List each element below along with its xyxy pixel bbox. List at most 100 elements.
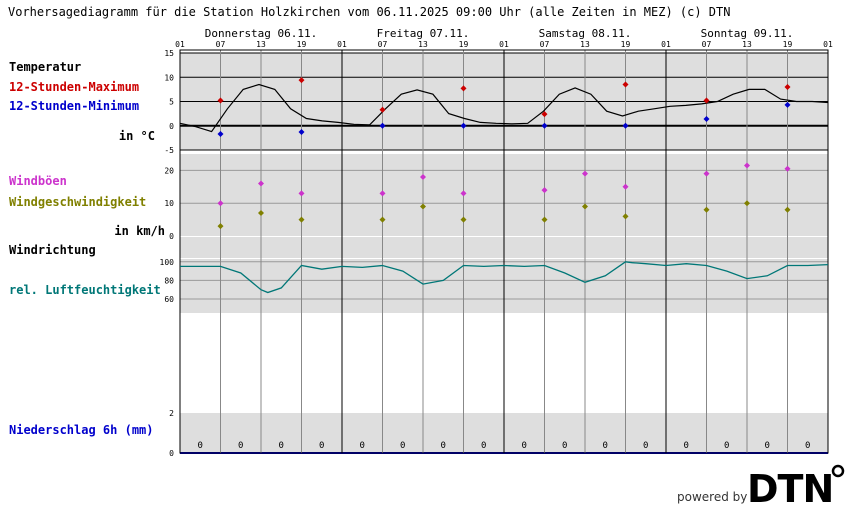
precip-value-label: 0 (562, 441, 567, 451)
min-temp-marker (460, 122, 467, 129)
max-temp-marker (217, 97, 224, 104)
precip-value-label: 0 (603, 441, 608, 451)
precip-tick-label: 2 (169, 409, 174, 418)
precip-value-label: 0 (360, 441, 365, 451)
temp-tick-label: -5 (164, 146, 174, 155)
day-label: Sonntag 09.11. (701, 27, 794, 40)
day-label: Donnerstag 06.11. (205, 27, 318, 40)
min-temp-marker (217, 130, 224, 137)
precip-value-label: 0 (481, 441, 486, 451)
precip-value-label: 0 (522, 441, 527, 451)
hour-tick-label: 01 (175, 40, 185, 49)
hour-tick-label: 07 (216, 40, 226, 49)
hour-tick-label: 13 (742, 40, 752, 49)
hour-tick-label: 01 (337, 40, 347, 49)
label-humidity: rel. Luftfeuchtigkeit (9, 283, 161, 297)
label-max12: 12-Stunden-Maximum (9, 80, 139, 94)
min-temp-marker (298, 129, 305, 136)
hour-tick-label: 19 (621, 40, 631, 49)
precip-value-label: 0 (400, 441, 405, 451)
windspeed-marker (258, 210, 264, 217)
chart-marks: 0 0 0 0 0 0 0 0 0 0 0 0 0 0 0 0 (179, 77, 829, 451)
wind-tick-label: 0 (169, 232, 174, 241)
chart-axes: 01 07 13 19 01 07 13 19 01 07 13 19 01 07 13 19 01 Donner… (160, 27, 833, 458)
min-temp-marker (379, 122, 386, 129)
chart-title: Vorhersagediagramm für die Station Holzk… (8, 5, 730, 19)
windspeed-marker (703, 206, 710, 213)
label-windspeed: Windgeschwindigkeit (9, 195, 146, 209)
max-temp-marker (703, 97, 710, 104)
temp-tick-label: 15 (164, 49, 174, 58)
precip-value-label: 0 (198, 441, 203, 451)
windspeed-marker (379, 216, 386, 223)
wind-tick-label: 10 (164, 199, 174, 208)
hour-tick-label: 01 (661, 40, 671, 49)
hour-tick-label: 19 (297, 40, 307, 49)
day-label: Samstag 08.11. (539, 27, 632, 40)
hour-tick-label: 07 (378, 40, 388, 49)
temp-tick-label: 5 (169, 98, 174, 107)
gust-marker (298, 190, 305, 197)
gust-marker (744, 162, 750, 169)
label-min12: 12-Stunden-Minimum (9, 99, 139, 113)
precip-value-label: 0 (765, 441, 770, 451)
dtn-logo-dot (831, 464, 845, 478)
dtn-logo: DTN (747, 467, 833, 511)
min-temp-marker (784, 101, 791, 108)
precip-value-label: 0 (805, 441, 810, 451)
precip-value-label: 0 (441, 441, 446, 451)
precip-value-label: 0 (643, 441, 648, 451)
hour-tick-label: 13 (580, 40, 590, 49)
label-winddir: Windrichtung (9, 243, 96, 257)
precip-value-label: 0 (279, 441, 284, 451)
precip-value-label: 0 (319, 441, 324, 451)
gust-marker (703, 170, 710, 177)
gust-marker (541, 187, 548, 194)
humidity-tick-label: 80 (164, 276, 174, 285)
max-temp-marker (460, 85, 467, 92)
precip-tick-label: 0 (169, 449, 174, 458)
min-temp-marker (622, 122, 629, 129)
gust-marker (622, 183, 629, 190)
windspeed-marker (460, 216, 467, 223)
hour-tick-label: 07 (540, 40, 550, 49)
max-temp-marker (541, 111, 548, 118)
windspeed-marker (298, 216, 305, 223)
gust-marker (460, 190, 467, 197)
max-temp-marker (784, 83, 791, 90)
windspeed-marker (784, 206, 791, 213)
hour-tick-label: 13 (256, 40, 266, 49)
label-wind-unit: in km/h (114, 224, 165, 238)
min-temp-marker (541, 122, 548, 129)
hour-tick-label: 01 (823, 40, 833, 49)
hour-tick-label: 01 (499, 40, 509, 49)
gust-marker (420, 173, 426, 180)
hour-tick-label: 07 (702, 40, 712, 49)
precip-value-label: 0 (238, 441, 243, 451)
day-label: Freitag 07.11. (377, 27, 470, 40)
hour-tick-label: 19 (459, 40, 469, 49)
label-gusts: Windböen (9, 174, 67, 188)
hour-tick-label: 13 (418, 40, 428, 49)
windspeed-marker (420, 203, 426, 210)
temp-tick-label: 10 (164, 73, 174, 82)
gust-marker (582, 170, 588, 177)
label-temp-unit: in °C (119, 129, 155, 143)
min-temp-marker (703, 115, 710, 122)
max-temp-marker (622, 81, 629, 88)
precip-value-label: 0 (724, 441, 729, 451)
gust-marker (379, 190, 386, 197)
windspeed-marker (217, 223, 224, 230)
precip-value-label: 0 (684, 441, 689, 451)
windspeed-marker (582, 203, 588, 210)
humidity-line (180, 261, 829, 294)
temperature-line (179, 83, 829, 133)
humidity-tick-label: 100 (160, 258, 175, 267)
windspeed-marker (744, 200, 750, 207)
gust-marker (258, 180, 264, 187)
temp-tick-label: 0 (169, 122, 174, 131)
windspeed-marker (541, 216, 548, 223)
wind-tick-label: 20 (164, 166, 174, 175)
label-precip: Niederschlag 6h (mm) (9, 423, 154, 437)
